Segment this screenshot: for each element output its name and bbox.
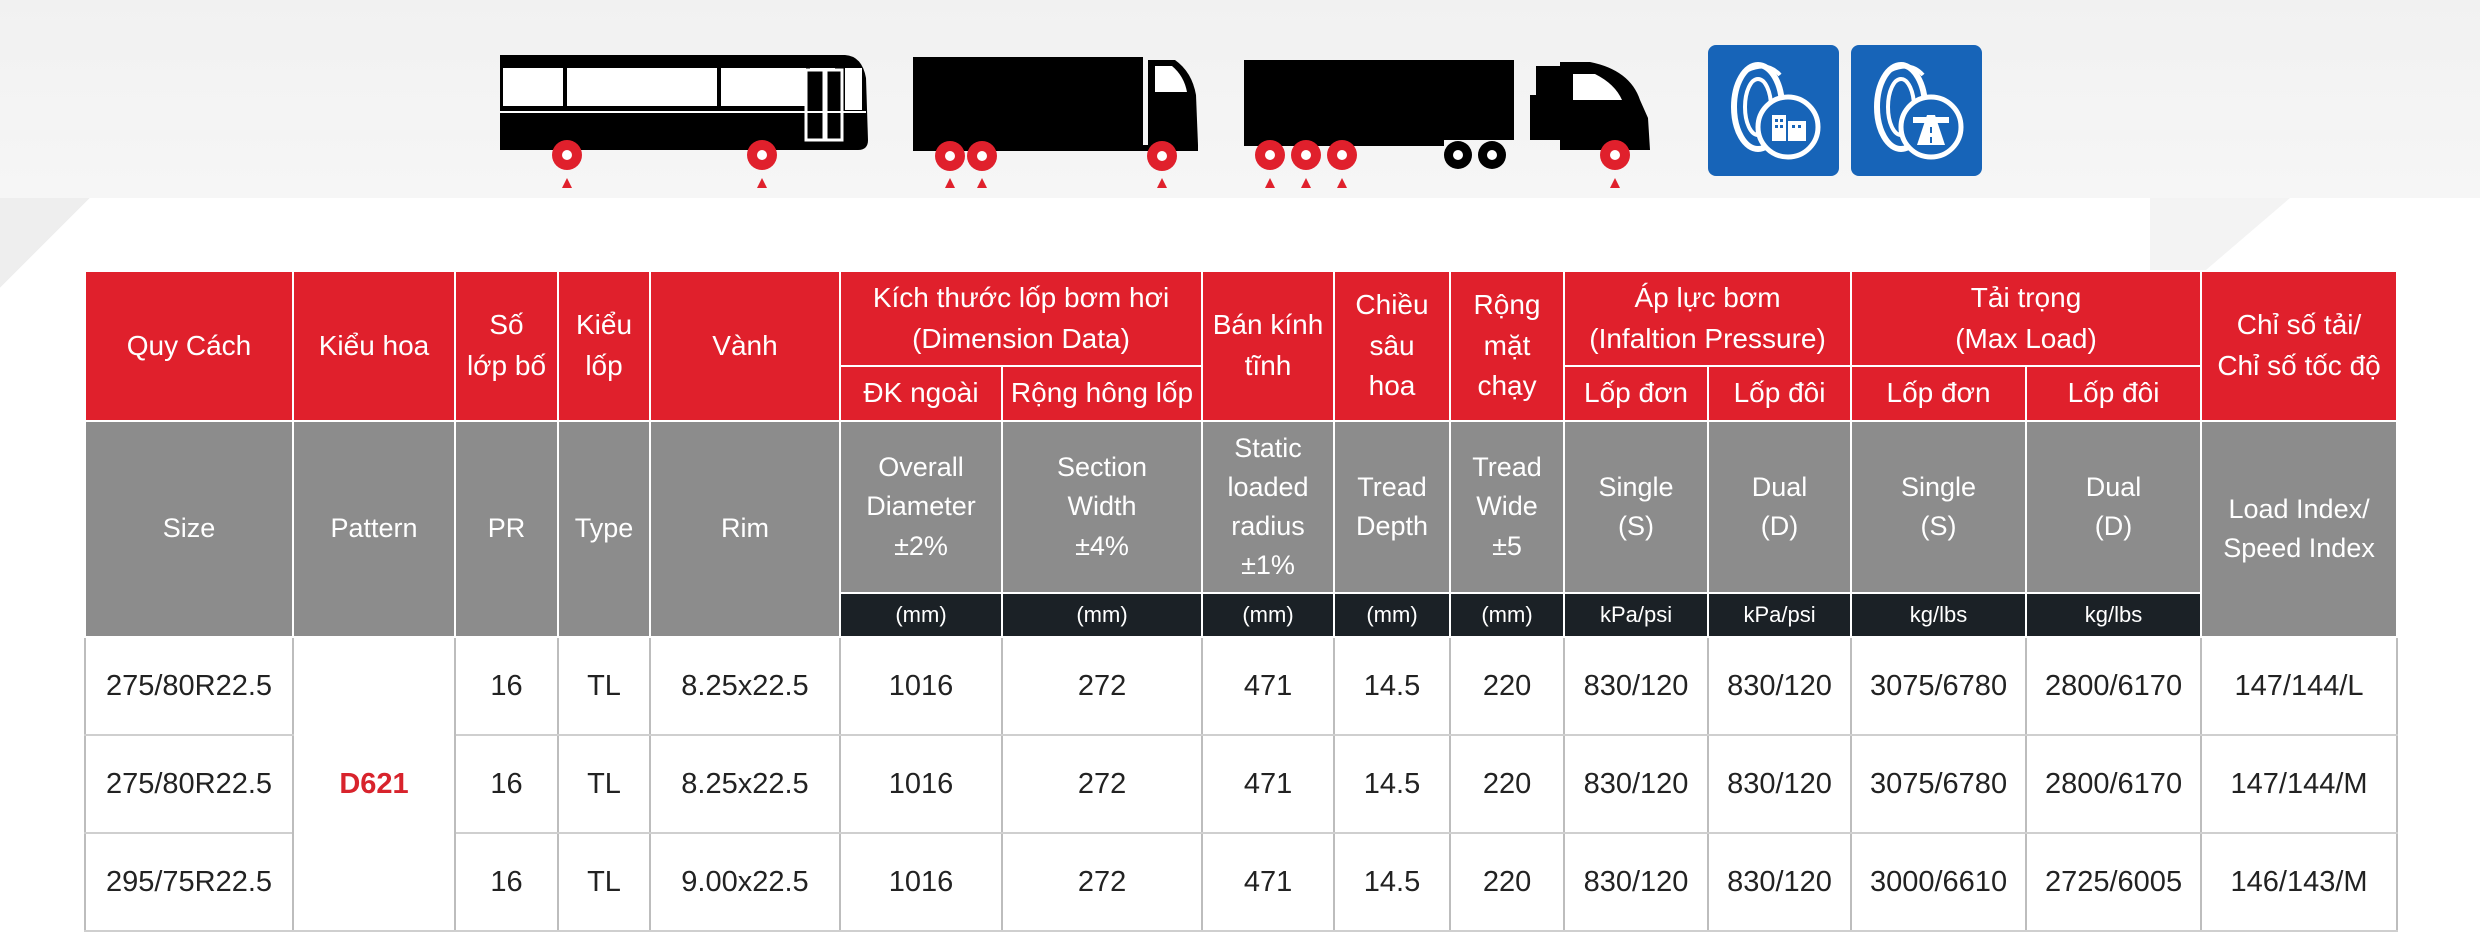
cell-section: 272 — [1000, 734, 1204, 834]
cell-type: TL — [557, 734, 651, 834]
cell-width: 220 — [1449, 636, 1566, 736]
col-radius-en: Static loaded radius ±1% — [1201, 420, 1336, 594]
decor-wedge-left — [0, 198, 90, 288]
cell-index: 146/143/M — [2200, 832, 2399, 932]
col-load-vn: Tải trọng (Max Load) — [1850, 270, 2203, 367]
cell-rim: 8.25x22.5 — [649, 734, 841, 834]
col-press-single-en: Single (S) — [1563, 420, 1710, 594]
col-diameter-en: Overall Diameter ±2% — [839, 420, 1003, 594]
col-press-dual-en: Dual (D) — [1707, 420, 1853, 594]
cell-section: 272 — [1000, 832, 1204, 932]
cell-size: 275/80R22.5 — [84, 734, 294, 834]
col-rim-vn: Vành — [649, 270, 841, 422]
col-pattern-en: Pattern — [292, 420, 456, 638]
col-depth-vn: Chiều sâu hoa — [1333, 270, 1452, 422]
cell-radius: 471 — [1201, 832, 1336, 932]
cell-size: 295/75R22.5 — [84, 832, 294, 932]
col-load-single-vn: Lốp đơn — [1850, 365, 2028, 422]
bus-icon — [500, 55, 868, 188]
cell-press-dual: 830/120 — [1707, 636, 1853, 736]
col-pressure-vn: Áp lực bơm (Infaltion Pressure) — [1563, 270, 1853, 367]
cell-pr: 16 — [454, 734, 559, 834]
cell-pr: 16 — [454, 832, 559, 932]
cell-radius: 471 — [1201, 734, 1336, 834]
col-pattern-vn: Kiểu hoa — [292, 270, 456, 422]
cell-load-dual: 2725/6005 — [2025, 832, 2203, 932]
table-row: 275/80R22.5 D621 16 TL 8.25x22.5 1016 27… — [84, 636, 2399, 932]
col-index-vn: Chỉ số tải/Chỉ số tốc độ — [2200, 270, 2399, 422]
cell-index: 147/144/L — [2200, 636, 2399, 736]
col-type-en: Type — [557, 420, 651, 638]
cell-load-single: 3075/6780 — [1850, 734, 2028, 834]
col-section-vn: Rộng hông lốp — [1000, 365, 1204, 422]
col-section-en: Section Width ±4% — [1000, 420, 1204, 594]
col-radius-vn: Bán kính tĩnh — [1201, 270, 1336, 422]
col-press-dual-vn: Lốp đôi — [1707, 365, 1853, 422]
col-size-vn: Quy Cách — [84, 270, 294, 422]
cell-size: 275/80R22.5 — [84, 636, 294, 736]
cell-depth: 14.5 — [1333, 734, 1452, 834]
cell-type: TL — [557, 832, 651, 932]
cell-pattern: D621 — [292, 636, 456, 932]
cell-press-single: 830/120 — [1563, 832, 1710, 932]
unit-load-single: kg/lbs — [1850, 592, 2028, 638]
cell-load-single: 3000/6610 — [1850, 832, 2028, 932]
col-width-vn: Rộng mặt chạy — [1449, 270, 1566, 422]
cell-press-single: 830/120 — [1563, 636, 1710, 736]
cell-press-single: 830/120 — [1563, 734, 1710, 834]
cell-depth: 14.5 — [1333, 636, 1452, 736]
cell-diameter: 1016 — [839, 832, 1003, 932]
table-row: 295/75R22.5 16 TL 9.00x22.5 1016 272 471… — [84, 832, 2399, 932]
col-press-single-vn: Lốp đơn — [1563, 365, 1710, 422]
highway-tire-icon — [1851, 45, 1982, 176]
unit-load-dual: kg/lbs — [2025, 592, 2203, 638]
unit-press-single: kPa/psi — [1563, 592, 1710, 638]
col-load-dual-en: Dual (D) — [2025, 420, 2203, 594]
cell-press-dual: 830/120 — [1707, 832, 1853, 932]
cell-width: 220 — [1449, 734, 1566, 834]
col-width-en: Tread Wide ±5 — [1449, 420, 1566, 594]
cell-press-dual: 830/120 — [1707, 734, 1853, 834]
cell-rim: 9.00x22.5 — [649, 832, 841, 932]
cell-load-dual: 2800/6170 — [2025, 734, 2203, 834]
box-truck-icon — [913, 57, 1198, 188]
cell-rim: 8.25x22.5 — [649, 636, 841, 736]
col-dimension-vn: Kích thước lốp bơm hơi (Dimension Data) — [838, 270, 1204, 367]
cell-section: 272 — [1000, 636, 1204, 736]
col-load-single-en: Single (S) — [1850, 420, 2028, 594]
col-diameter-vn: ĐK ngoài — [839, 365, 1003, 422]
cell-load-dual: 2800/6170 — [2025, 636, 2203, 736]
unit-depth: (mm) — [1333, 592, 1452, 638]
vehicle-illustrations — [500, 55, 1650, 188]
col-index-en: Load Index/Speed Index — [2200, 420, 2399, 638]
unit-diameter: (mm) — [839, 592, 1003, 638]
col-load-dual-vn: Lốp đôi — [2025, 365, 2203, 422]
col-type-vn: Kiểu lốp — [557, 270, 651, 422]
col-pr-en: PR — [454, 420, 559, 638]
col-depth-en: Tread Depth — [1333, 420, 1452, 594]
header-band — [0, 0, 2480, 198]
unit-width: (mm) — [1449, 592, 1566, 638]
urban-tire-icon — [1708, 45, 1839, 176]
cell-pr: 16 — [454, 636, 559, 736]
cell-depth: 14.5 — [1333, 832, 1452, 932]
unit-section: (mm) — [1000, 592, 1204, 638]
cell-type: TL — [557, 636, 651, 736]
unit-radius: (mm) — [1201, 592, 1336, 638]
col-size-en: Size — [84, 420, 294, 638]
cell-load-single: 3075/6780 — [1850, 636, 2028, 736]
unit-press-dual: kPa/psi — [1707, 592, 1853, 638]
cell-width: 220 — [1449, 832, 1566, 932]
semi-truck-icon — [1244, 60, 1650, 188]
col-pr-vn: Số lớp bố — [454, 270, 559, 422]
table-row: 275/80R22.5 16 TL 8.25x22.5 1016 272 471… — [84, 734, 2399, 834]
tire-spec-table: Quy Cách Kiểu hoa Số lớp bố Kiểu lốp Vành … — [84, 270, 2399, 932]
cell-index: 147/144/M — [2200, 734, 2399, 834]
cell-diameter: 1016 — [839, 636, 1003, 736]
col-rim-en: Rim — [649, 420, 841, 638]
cell-diameter: 1016 — [839, 734, 1003, 834]
cell-radius: 471 — [1201, 636, 1336, 736]
